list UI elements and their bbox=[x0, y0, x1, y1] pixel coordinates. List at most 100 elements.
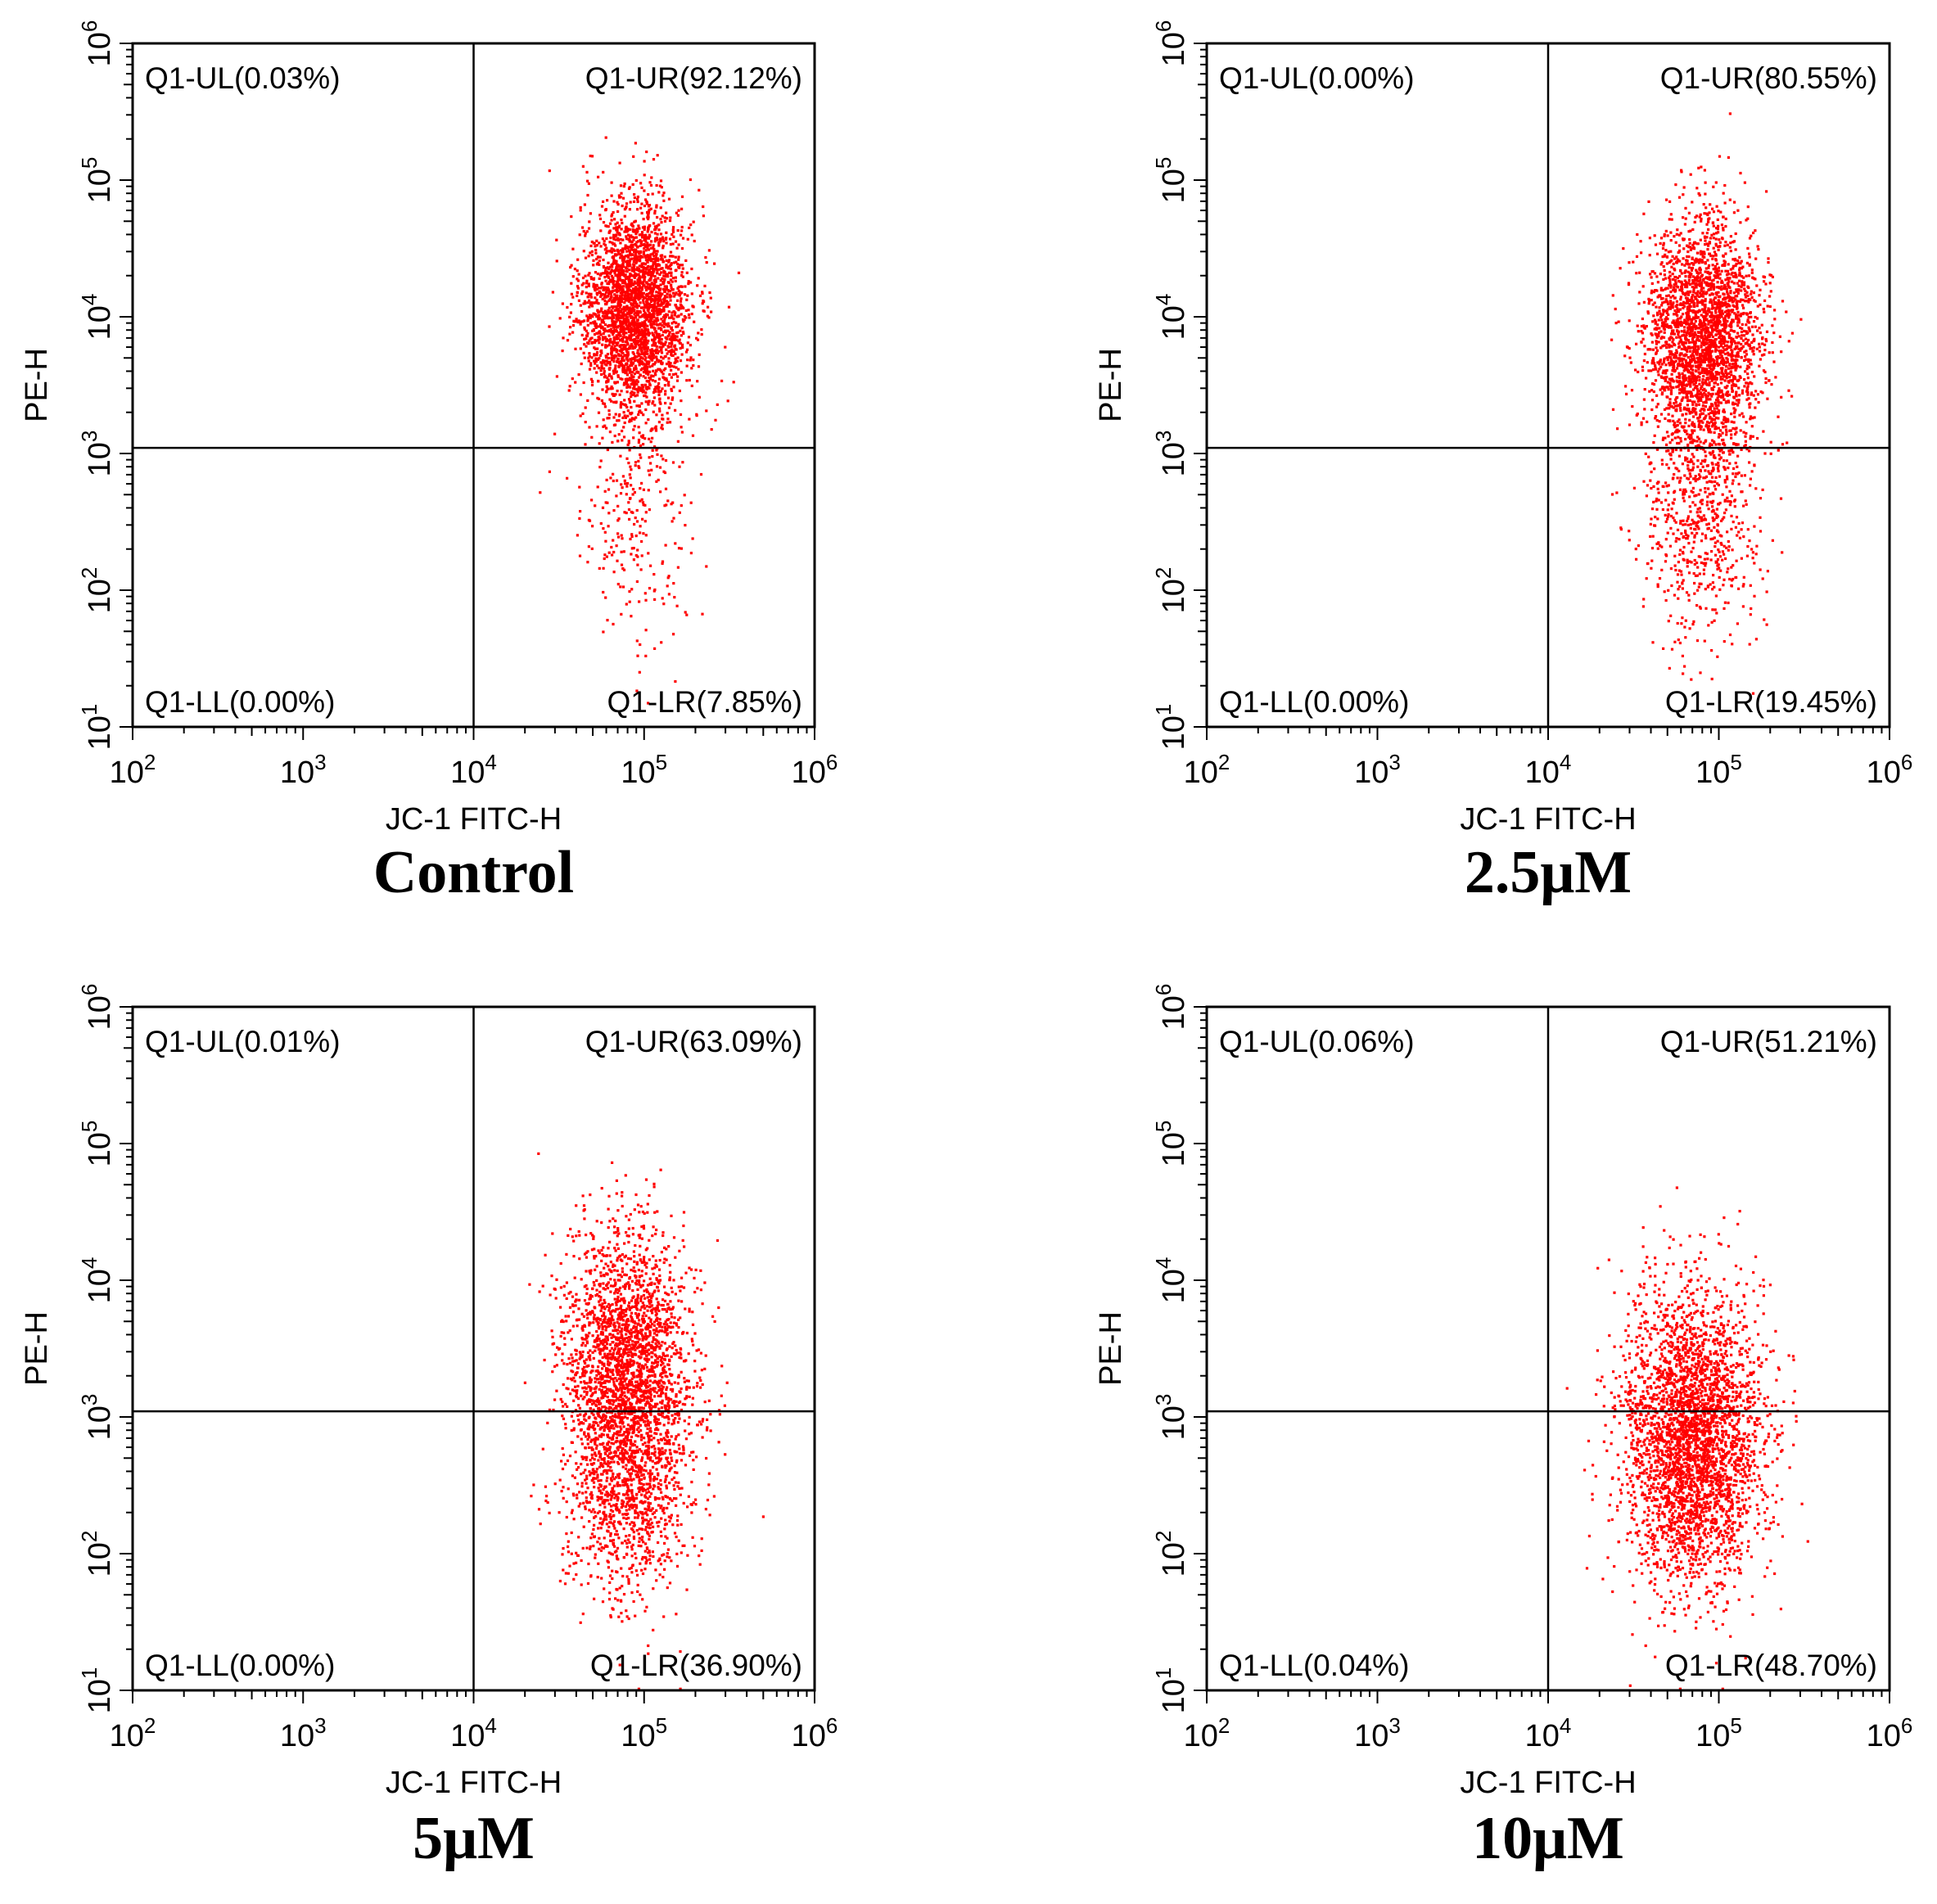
event-dot bbox=[579, 347, 582, 350]
event-dot bbox=[1714, 323, 1717, 327]
event-dot bbox=[1654, 243, 1658, 246]
event-dot bbox=[600, 282, 603, 285]
event-dot bbox=[1728, 277, 1732, 280]
event-dot bbox=[670, 345, 673, 348]
event-dot bbox=[634, 345, 638, 348]
event-dot bbox=[632, 428, 635, 431]
event-dot bbox=[651, 354, 654, 357]
event-dot bbox=[1708, 492, 1711, 496]
event-dot bbox=[1668, 284, 1671, 287]
event-dot bbox=[1640, 423, 1643, 426]
event-dot bbox=[586, 323, 589, 327]
event-dot bbox=[616, 440, 620, 443]
event-dot bbox=[1686, 565, 1689, 568]
event-dot bbox=[606, 376, 609, 380]
event-dot bbox=[629, 537, 632, 541]
event-dot bbox=[621, 359, 624, 362]
event-dot bbox=[1710, 395, 1714, 398]
event-dot bbox=[1671, 273, 1674, 276]
event-dot bbox=[646, 230, 649, 233]
event-dot bbox=[684, 285, 687, 288]
event-dot bbox=[652, 573, 656, 576]
event-dot bbox=[644, 249, 648, 252]
event-dot bbox=[1720, 349, 1723, 352]
event-dot bbox=[1771, 324, 1774, 327]
event-dot bbox=[1720, 535, 1723, 538]
event-dot bbox=[636, 208, 639, 211]
event-dot bbox=[589, 314, 592, 317]
event-dot bbox=[602, 402, 605, 405]
event-dot bbox=[631, 323, 634, 327]
event-dot bbox=[1712, 574, 1715, 577]
event-dot bbox=[657, 285, 661, 288]
event-dot bbox=[1664, 560, 1668, 563]
event-dot bbox=[1675, 232, 1678, 236]
event-dot bbox=[614, 314, 617, 317]
event-dot bbox=[1707, 266, 1710, 269]
event-dot bbox=[664, 315, 668, 318]
event-dot bbox=[612, 282, 615, 285]
event-dot bbox=[600, 321, 603, 324]
event-dot bbox=[1742, 535, 1745, 539]
event-dot bbox=[1689, 229, 1692, 232]
event-dot bbox=[1734, 361, 1737, 364]
event-dot bbox=[627, 237, 630, 241]
event-dot bbox=[653, 232, 657, 235]
event-dot bbox=[625, 226, 628, 229]
event-dot bbox=[585, 286, 588, 289]
event-dot bbox=[1651, 357, 1655, 360]
event-dot bbox=[1702, 476, 1705, 480]
event-dot bbox=[636, 371, 639, 374]
event-dot bbox=[1652, 485, 1655, 488]
event-dot bbox=[645, 318, 649, 321]
event-dot bbox=[1699, 427, 1702, 431]
event-dot bbox=[628, 377, 631, 380]
event-dot bbox=[1771, 275, 1774, 278]
event-dot bbox=[603, 402, 607, 405]
event-dot bbox=[638, 600, 641, 603]
event-dot bbox=[663, 343, 666, 346]
event-dot bbox=[616, 305, 620, 308]
event-dot bbox=[656, 264, 659, 268]
event-dot bbox=[666, 329, 670, 332]
event-dot bbox=[1689, 481, 1692, 485]
event-dot bbox=[649, 296, 652, 299]
event-dot bbox=[589, 337, 592, 341]
event-dot bbox=[638, 233, 641, 237]
event-dot bbox=[632, 260, 635, 264]
event-dot bbox=[620, 254, 623, 257]
event-dot bbox=[655, 358, 659, 361]
event-dot bbox=[633, 273, 636, 277]
event-dot bbox=[629, 368, 632, 371]
event-dot bbox=[589, 276, 593, 279]
event-dot bbox=[690, 292, 693, 296]
event-dot bbox=[635, 355, 639, 359]
event-dot bbox=[635, 295, 639, 298]
event-dot bbox=[1732, 467, 1736, 470]
event-dot bbox=[1695, 214, 1699, 218]
event-dot bbox=[680, 327, 684, 330]
event-dot bbox=[650, 374, 653, 377]
event-dot bbox=[1730, 584, 1733, 588]
event-dot bbox=[1641, 417, 1646, 420]
event-dot bbox=[617, 252, 621, 255]
event-dot bbox=[641, 501, 645, 504]
event-dot bbox=[587, 182, 590, 185]
event-dot bbox=[644, 372, 648, 375]
event-dot bbox=[702, 214, 705, 218]
event-dot bbox=[619, 278, 622, 282]
event-dot bbox=[641, 357, 644, 360]
event-dot bbox=[637, 278, 640, 282]
event-dot bbox=[1619, 526, 1623, 530]
event-dot bbox=[641, 383, 644, 387]
event-dot bbox=[1715, 407, 1719, 410]
event-dot bbox=[1694, 327, 1697, 331]
event-dot bbox=[1669, 356, 1673, 359]
event-dot bbox=[1694, 291, 1697, 295]
event-dot bbox=[585, 279, 589, 282]
event-dot bbox=[1655, 448, 1659, 451]
event-dot bbox=[576, 294, 579, 297]
event-dot bbox=[616, 583, 620, 586]
event-dot bbox=[672, 365, 675, 368]
event-dot bbox=[696, 380, 699, 383]
